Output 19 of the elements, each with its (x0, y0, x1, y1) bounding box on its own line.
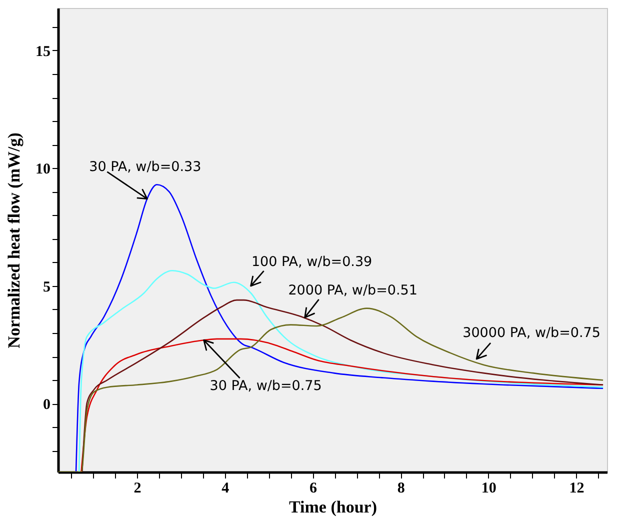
x-tick-label: 2 (134, 480, 142, 496)
annotation: 100 PA, w/b=0.39 (251, 254, 372, 270)
y-tick-label: 10 (36, 162, 50, 178)
x-tick-label: 8 (397, 480, 405, 496)
line-series (78, 270, 604, 472)
annotation: 2000 PA, w/b=0.51 (288, 282, 418, 298)
x-tick-label: 12 (569, 480, 584, 496)
y-tick-label: 15 (36, 44, 50, 60)
annotation: 30 PA, w/b=0.33 (89, 158, 202, 175)
x-tick-label: 10 (481, 480, 496, 496)
annotation: 30 PA, w/b=0.75 (210, 378, 322, 394)
y-tick-label: 5 (43, 279, 50, 296)
y-axis-title: Normalized heat flow (mW/g) (4, 132, 24, 348)
line-series (75, 184, 604, 472)
x-axis-title: Time (hour) (289, 498, 377, 516)
x-tick-label: 4 (222, 480, 230, 496)
x-tick-label: 6 (309, 480, 318, 496)
y-tick-label: 0 (43, 397, 50, 414)
annotation: 30000 PA, w/b=0.75 (462, 324, 600, 341)
